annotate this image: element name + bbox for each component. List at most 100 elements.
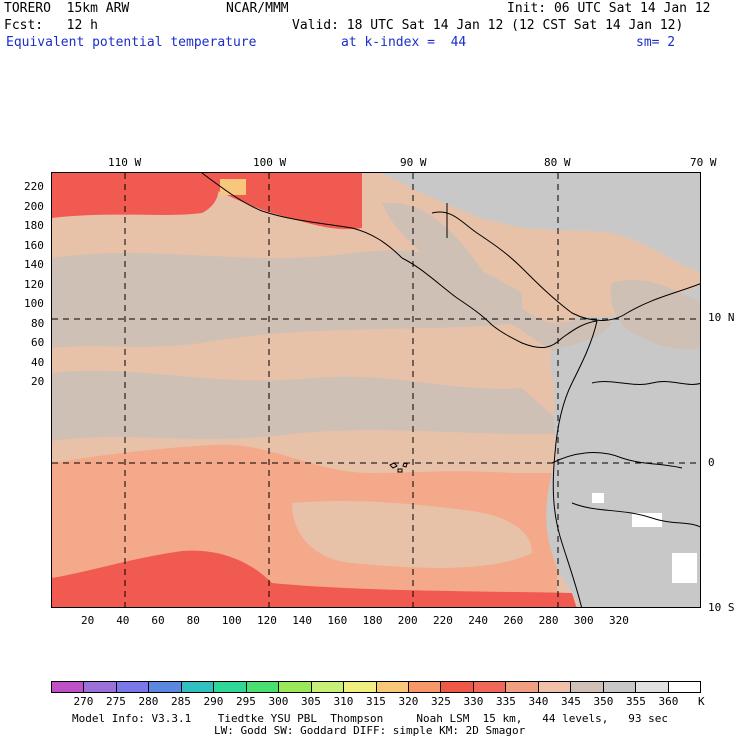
colorbar-swatch xyxy=(668,682,701,692)
init-time: Init: 06 UTC Sat 14 Jan 12 xyxy=(507,1,711,16)
colorbar-swatch xyxy=(408,682,442,692)
x-tick-label: 200 xyxy=(397,614,418,627)
colorbar-swatch xyxy=(344,682,377,692)
field-hot-northwest xyxy=(52,173,219,218)
colorbar-label: 320 xyxy=(398,695,419,708)
colorbar-swatch xyxy=(84,682,117,692)
equivalent-potential-temperature-map xyxy=(52,173,700,607)
x-tick-label: 40 xyxy=(116,614,130,627)
coastline-caribbean xyxy=(431,211,700,321)
colorbar-label: 270 xyxy=(73,695,94,708)
colorbar-swatch xyxy=(181,682,215,692)
coastline-mexico xyxy=(201,173,403,259)
model-info-line: Model Info: V3.3.1 Tiedtke YSU PBL Thomp… xyxy=(72,712,669,725)
field-mild-patch-south xyxy=(292,500,532,568)
field-cool-band-north xyxy=(52,250,522,348)
colorbar-swatch xyxy=(636,682,669,692)
lon-label-110w: 110 W xyxy=(108,156,142,169)
lon-label-100w: 100 W xyxy=(253,156,287,169)
colorbar-label: 295 xyxy=(236,695,256,708)
x-tick-label: 180 xyxy=(362,614,383,627)
lat-label-10n: 10 N xyxy=(708,311,735,324)
x-tick-label: 320 xyxy=(609,614,629,627)
lon-label-90w: 90 W xyxy=(400,156,427,169)
colorbar-label: 340 xyxy=(528,695,549,708)
x-tick-label: 300 xyxy=(573,614,594,627)
center-label: NCAR/MMM xyxy=(226,1,289,16)
colorbar-swatch xyxy=(506,682,539,692)
colorbar-swatch xyxy=(473,682,507,692)
forecast-hour: Fcst: 12 h xyxy=(4,18,98,33)
physics-info-line: LW: Godd SW: Goddard DIFF: simple KM: 2D… xyxy=(214,724,526,737)
colorbar-label: 355 xyxy=(626,695,646,708)
colorbar-label: 275 xyxy=(106,695,126,708)
colorbar-label: 360 xyxy=(658,695,679,708)
colorbar-swatch xyxy=(441,682,474,692)
y-tick-label: 40 xyxy=(31,355,45,369)
colorbar-swatch xyxy=(214,682,247,692)
colorbar-swatch xyxy=(538,682,572,692)
colorbar-swatch xyxy=(246,682,280,692)
x-tick-label: 260 xyxy=(503,614,524,627)
white-patch-2 xyxy=(672,553,697,583)
colorbar-label: 315 xyxy=(366,695,386,708)
model-name: TORERO 15km ARW xyxy=(4,1,130,16)
x-tick-label: 220 xyxy=(433,614,453,627)
colorbar-swatch xyxy=(279,682,312,692)
colorbar-label: 280 xyxy=(138,695,159,708)
colorbar-swatch xyxy=(603,682,637,692)
colorbar-label: 305 xyxy=(301,695,321,708)
colorbar xyxy=(51,681,701,693)
colorbar-label: 335 xyxy=(496,695,516,708)
x-tick-label: 280 xyxy=(538,614,559,627)
x-tick-label: 80 xyxy=(186,614,200,627)
coastline-central-america xyxy=(401,257,598,349)
level-label: at k-index = 44 xyxy=(341,35,467,50)
colorbar-label: 300 xyxy=(268,695,289,708)
land-yucatan xyxy=(382,173,700,273)
colorbar-swatch xyxy=(52,682,85,692)
galapagos-islands xyxy=(389,462,408,473)
field-yellow-spot xyxy=(220,179,246,195)
smoothing-label: sm= 2 xyxy=(636,35,676,50)
border-country-2 xyxy=(591,381,700,385)
x-tick-label: 140 xyxy=(292,614,313,627)
lat-label-0: 0 xyxy=(708,456,715,469)
colorbar-swatch xyxy=(116,682,150,692)
colorbar-label: 350 xyxy=(593,695,614,708)
colorbar-label: 325 xyxy=(431,695,451,708)
colorbar-swatch xyxy=(376,682,409,692)
colorbar-label: 290 xyxy=(203,695,224,708)
coastline-south-america-west xyxy=(552,320,598,607)
y-tick-label: 220 xyxy=(24,180,44,193)
x-tick-label: 100 xyxy=(221,614,242,627)
white-patch-1 xyxy=(632,513,662,527)
x-tick-label: 240 xyxy=(468,614,489,627)
border-country-1 xyxy=(551,452,683,469)
colorbar-unit: K xyxy=(698,695,705,708)
colorbar-label: 330 xyxy=(463,695,484,708)
white-patch-3 xyxy=(592,493,604,503)
colorbar-swatch xyxy=(571,682,604,692)
border-country-3 xyxy=(571,502,700,528)
y-tick-label: 180 xyxy=(24,219,44,232)
map-panel xyxy=(51,172,701,608)
valid-time: Valid: 18 UTC Sat 14 Jan 12 (12 CST Sat … xyxy=(292,18,684,33)
lon-label-80w: 80 W xyxy=(544,156,571,169)
field-title: Equivalent potential temperature xyxy=(6,35,257,50)
lat-lon-grid xyxy=(52,173,700,607)
y-tick-label: 160 xyxy=(24,238,44,252)
colorbar-label: 285 xyxy=(171,695,191,708)
y-tick-label: 80 xyxy=(31,316,45,330)
lat-label-10s: 10 S xyxy=(708,601,735,614)
colorbar-label: 310 xyxy=(333,695,354,708)
x-tick-label: 60 xyxy=(151,614,165,627)
x-tick-label: 120 xyxy=(257,614,277,627)
y-tick-label: 140 xyxy=(24,258,44,271)
y-tick-label: 60 xyxy=(31,336,45,349)
y-tick-label: 120 xyxy=(24,277,44,291)
land-north-colombia xyxy=(610,279,700,350)
y-tick-label: 100 xyxy=(24,297,44,310)
lon-label-70w: 70 W xyxy=(690,156,717,169)
colorbar-swatch xyxy=(311,682,345,692)
